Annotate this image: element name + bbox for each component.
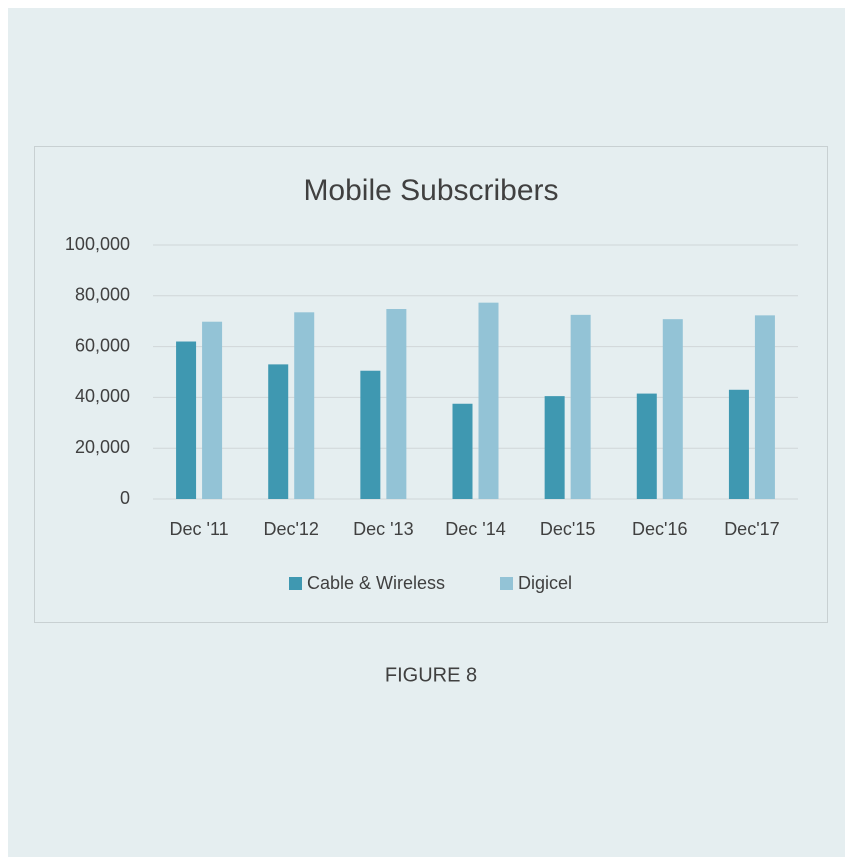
chart-title: Mobile Subscribers bbox=[303, 174, 558, 207]
bar bbox=[636, 393, 657, 499]
bar bbox=[360, 370, 381, 499]
x-tick-label: Dec '11 bbox=[170, 519, 229, 539]
bar bbox=[202, 321, 223, 499]
bar bbox=[268, 364, 289, 499]
legend-label: Digicel bbox=[518, 573, 572, 593]
bar bbox=[570, 314, 591, 499]
bar bbox=[478, 302, 499, 499]
y-tick-label: 60,000 bbox=[75, 335, 130, 355]
y-tick-label: 40,000 bbox=[75, 386, 130, 406]
bar bbox=[662, 319, 683, 499]
bar bbox=[544, 396, 565, 499]
y-tick-label: 20,000 bbox=[75, 437, 130, 457]
bar bbox=[176, 341, 197, 499]
y-tick-label: 100,000 bbox=[65, 234, 130, 254]
bar bbox=[728, 389, 749, 499]
chart-frame bbox=[34, 146, 828, 623]
legend-label: Cable & Wireless bbox=[307, 573, 445, 593]
x-tick-label: Dec '13 bbox=[353, 519, 413, 539]
x-tick-label: Dec'15 bbox=[540, 519, 595, 539]
y-tick-label: 0 bbox=[120, 488, 130, 508]
bar bbox=[452, 403, 473, 499]
x-tick-label: Dec'12 bbox=[263, 519, 318, 539]
legend-swatch bbox=[500, 577, 513, 590]
x-tick-label: Dec '14 bbox=[445, 519, 505, 539]
legend-swatch bbox=[289, 577, 302, 590]
x-tick-label: Dec'16 bbox=[632, 519, 687, 539]
bar bbox=[754, 315, 775, 499]
y-tick-label: 80,000 bbox=[75, 285, 130, 305]
x-tick-label: Dec'17 bbox=[724, 519, 779, 539]
caption: FIGURE 8 bbox=[385, 664, 477, 686]
bar bbox=[294, 312, 315, 499]
bar bbox=[386, 309, 407, 499]
